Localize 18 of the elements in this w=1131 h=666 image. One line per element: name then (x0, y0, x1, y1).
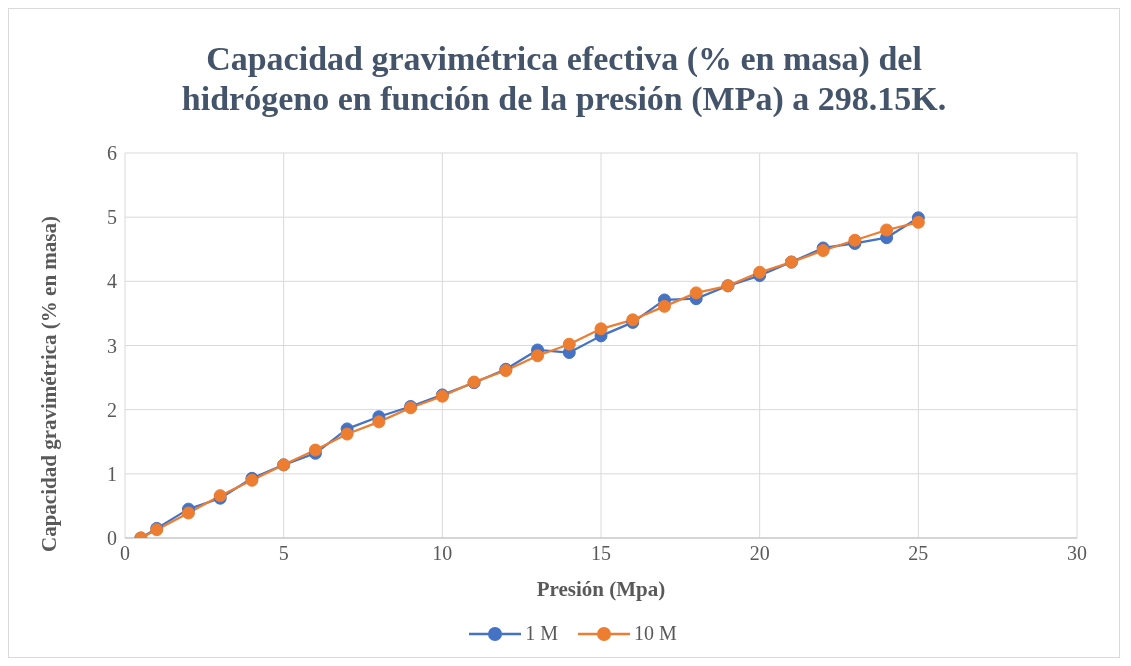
x-tick-label: 30 (1067, 542, 1087, 565)
x-tick-label: 15 (591, 542, 611, 565)
x-tick-label: 10 (432, 542, 453, 565)
y-tick-label: 0 (107, 527, 117, 550)
x-axis-title: Presión (Mpa) (536, 577, 666, 601)
y-axis-title: Capacidad gravimétrica (% en masa) (36, 216, 62, 552)
y-tick-label: 6 (107, 142, 117, 165)
legend-label: 1 M (525, 622, 558, 645)
x-tick-label: 20 (749, 542, 770, 565)
legend-label: 10 M (634, 622, 677, 645)
y-tick-label: 4 (107, 270, 117, 293)
chart-title: Capacidad gravimétrica efectiva (% en masa) del hidrógeno en función de la presión (MPa) a 298.15K. (180, 39, 948, 119)
x-tick-label: 25 (908, 542, 929, 565)
y-tick-label: 5 (107, 206, 117, 229)
y-tick-label: 1 (107, 462, 117, 485)
x-tick-label: 5 (278, 542, 289, 565)
y-tick-label: 2 (107, 398, 117, 421)
y-tick-label: 3 (107, 334, 117, 357)
